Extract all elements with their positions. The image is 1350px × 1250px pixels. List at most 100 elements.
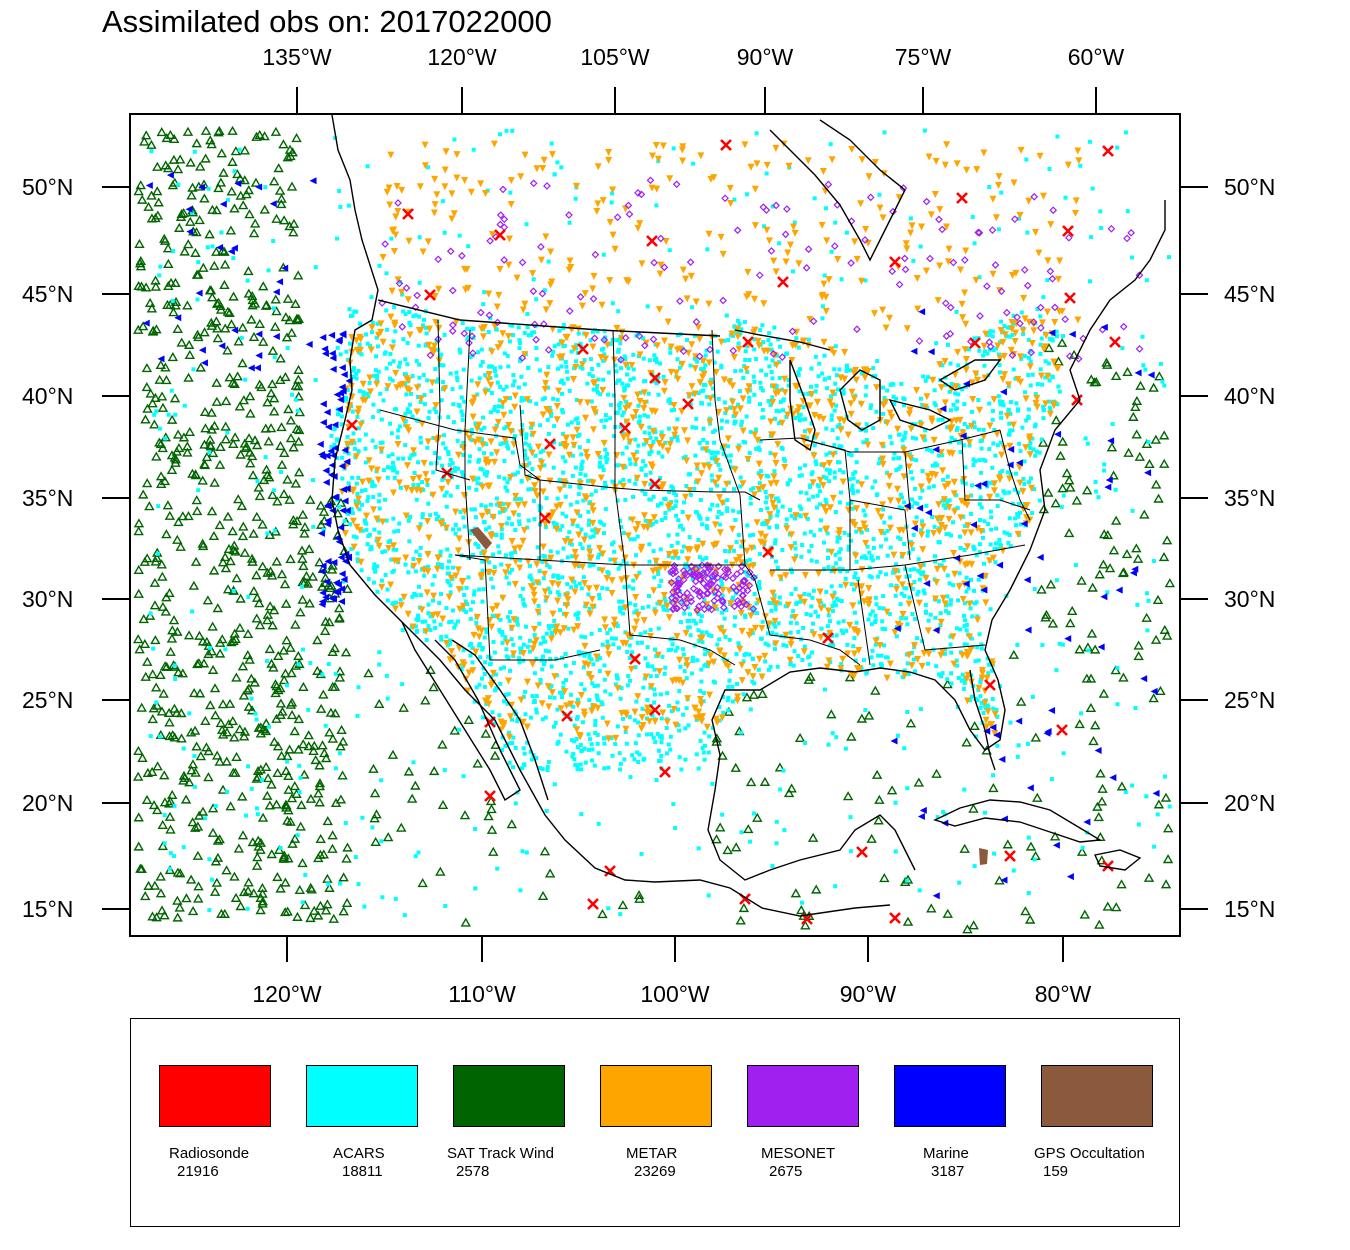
acars-obs [995,443,1000,448]
acars-obs [945,573,950,578]
acars-obs [573,343,578,348]
acars-obs [1133,706,1138,711]
acars-obs [770,358,775,363]
sat-wind-obs [175,211,187,221]
acars-obs [654,673,659,678]
acars-obs [561,326,566,331]
acars-obs [579,767,584,772]
sat-wind-obs [942,908,953,918]
sat-wind-obs [1057,436,1068,446]
sat-wind-obs [179,246,190,256]
acars-obs [1001,403,1006,408]
sat-wind-obs [341,897,353,907]
acars-obs [864,556,869,561]
acars-obs [754,446,759,451]
acars-obs [543,525,548,530]
sat-wind-obs [856,713,868,723]
sat-wind-obs [199,439,210,449]
acars-obs [616,349,621,354]
acars-obs [601,252,606,257]
acars-obs [565,555,570,560]
acars-obs [625,683,630,688]
acars-obs [209,877,214,882]
acars-obs [391,339,396,344]
sat-wind-obs [191,138,202,148]
metar-obs [835,530,843,538]
metar-obs [569,375,577,383]
acars-obs [618,341,623,346]
sat-wind-obs [291,515,303,526]
acars-obs [992,546,997,551]
metar-obs [375,542,383,550]
acars-obs [424,637,429,642]
metar-obs [501,437,509,445]
acars-obs [576,331,581,336]
acars-obs [1098,209,1103,214]
acars-obs [549,141,554,146]
acars-obs [846,547,851,552]
acars-obs [838,468,843,473]
sat-wind-obs [483,811,494,821]
acars-obs [363,332,368,337]
acars-obs [426,602,431,607]
acars-obs [745,523,750,528]
acars-obs [622,386,627,391]
acars-obs [618,518,623,523]
sat-wind-obs [142,403,153,413]
sat-wind-obs [251,131,262,141]
metar-obs [468,400,476,408]
acars-obs [1006,432,1011,437]
acars-obs [658,476,663,481]
sat-wind-obs [280,877,291,887]
acars-obs [737,389,742,394]
acars-obs [471,552,476,557]
acars-obs [940,417,945,422]
acars-obs [459,586,464,591]
acars-obs [692,333,697,338]
acars-obs [699,367,704,372]
sat-wind-obs [251,592,263,602]
acars-obs [665,608,670,613]
acars-obs [344,397,349,402]
acars-obs [563,651,568,656]
acars-obs [741,376,746,381]
acars-obs [518,497,523,502]
acars-obs [347,307,352,312]
acars-obs [701,691,706,696]
acars-obs [596,821,601,826]
acars-obs [870,485,875,490]
acars-obs [912,486,917,491]
sat-wind-obs [190,247,201,257]
acars-obs [969,694,974,699]
acars-obs [196,260,201,265]
acars-obs [532,330,537,335]
acars-obs [875,492,880,497]
acars-obs [650,521,655,526]
acars-obs [882,531,887,536]
acars-obs [504,575,509,580]
acars-obs [1016,514,1021,519]
acars-obs [513,472,518,477]
sat-wind-obs [1133,651,1144,661]
sat-wind-obs [195,362,206,372]
acars-obs [360,502,365,507]
acars-obs [162,841,167,846]
acars-obs [587,698,592,703]
acars-obs [477,642,482,647]
acars-obs [388,538,393,543]
sat-wind-obs [369,788,381,798]
metar-obs [594,451,602,459]
acars-obs [993,560,998,565]
sat-wind-obs [288,514,299,525]
acars-obs [1146,440,1151,445]
acars-obs [662,671,667,676]
acars-obs [400,682,405,687]
acars-obs [945,501,950,506]
acars-obs [411,314,416,319]
metar-obs [554,581,562,589]
acars-obs [426,564,431,569]
acars-obs [894,468,899,473]
acars-obs [351,366,356,371]
acars-obs [702,743,707,748]
acars-obs [994,541,999,546]
